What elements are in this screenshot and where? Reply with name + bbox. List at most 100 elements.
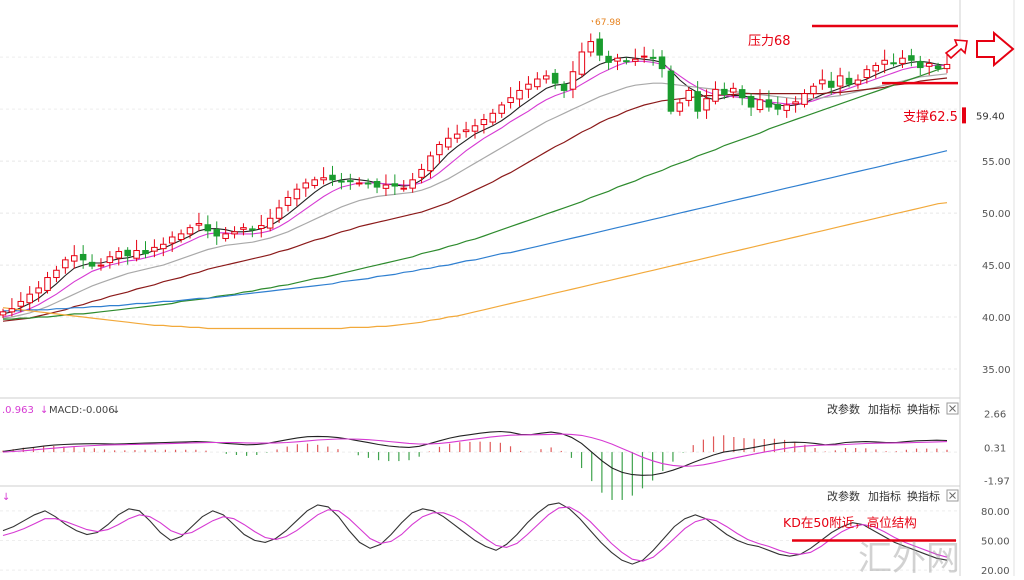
- candle: [409, 172, 416, 193]
- y-tick-label: 50.00: [982, 209, 1011, 220]
- macd-dif-line: [2, 430, 948, 476]
- kdj-close-icon[interactable]: [946, 489, 959, 502]
- ma-line-7: [2, 202, 948, 330]
- candle: [240, 223, 247, 236]
- candle: [596, 32, 603, 62]
- watermark-text: 汇外网: [858, 539, 960, 576]
- candle: [730, 82, 737, 99]
- candle: [373, 178, 381, 194]
- candle: [765, 90, 773, 112]
- candle: [418, 163, 425, 184]
- candle: [70, 245, 78, 269]
- candle: [569, 61, 577, 99]
- candle: [222, 227, 229, 242]
- candle: [605, 50, 612, 70]
- candle: [106, 251, 114, 269]
- candle: [890, 53, 897, 67]
- candle: [480, 113, 488, 134]
- candle: [632, 48, 639, 66]
- candle: [44, 271, 51, 294]
- grid-layer: [0, 56, 960, 370]
- candle: [774, 96, 782, 116]
- candle: [516, 81, 523, 107]
- candle: [160, 237, 167, 257]
- candle: [391, 174, 399, 196]
- candle: [427, 151, 434, 179]
- candle: [400, 180, 408, 192]
- candle: [302, 178, 310, 197]
- ma-line-5: [3, 67, 948, 320]
- candle: [364, 178, 372, 189]
- resistance-label: 压力68: [748, 34, 791, 49]
- candle: [694, 81, 701, 119]
- candle: [685, 87, 692, 107]
- candle: [142, 241, 149, 259]
- candle: [204, 215, 212, 239]
- candle: [534, 72, 541, 90]
- macd-tick-label: 0.31: [984, 444, 1006, 455]
- support-label: 支撑62.5: [903, 110, 958, 125]
- annotation-layer: [792, 24, 958, 542]
- candle: [8, 298, 16, 317]
- candle: [908, 48, 915, 67]
- candle: [62, 256, 69, 274]
- candle: [177, 229, 185, 243]
- candle: [836, 67, 844, 96]
- y-tick-label: 35.00: [982, 365, 1011, 376]
- candle: [382, 174, 390, 196]
- macd-add-indicator-button[interactable]: 加指标: [868, 402, 901, 416]
- ma-line-3: [2, 73, 948, 319]
- candle: [498, 101, 505, 118]
- kdj-tick-label: 80.00: [981, 507, 1010, 518]
- kdj-d-line: [2, 506, 948, 562]
- candle: [587, 33, 595, 57]
- candlestick-layer: [0, 20, 951, 319]
- candle: [17, 292, 25, 313]
- candle: [934, 62, 942, 72]
- candle: [79, 245, 87, 269]
- macd-layer: [0, 430, 960, 500]
- candle: [133, 239, 140, 262]
- candle: [231, 226, 238, 239]
- candle: [320, 167, 327, 185]
- candle: [560, 81, 568, 98]
- candle: [88, 254, 96, 270]
- candle: [258, 214, 265, 238]
- candle: [854, 74, 862, 89]
- candle: [792, 96, 799, 113]
- axis-label-layer: 35.00 40.00 45.00 50.00 55.00 59.40 2.66 0.31 -1…: [962, 107, 1011, 577]
- candle: [284, 190, 292, 212]
- kdj-add-indicator-button[interactable]: 加指标: [868, 489, 901, 503]
- candle: [712, 81, 719, 105]
- y-tick-label: 40.00: [982, 313, 1011, 324]
- last-price-marker: [962, 107, 966, 124]
- peak-marker-line: [591, 20, 594, 23]
- candle: [917, 55, 924, 76]
- candle: [355, 177, 363, 187]
- arrow-right-icon: [976, 30, 1015, 68]
- candle: [863, 65, 871, 84]
- candle: [943, 53, 951, 74]
- peak-price-label: 67.98: [595, 18, 621, 28]
- macd-dea-line: [2, 433, 948, 467]
- y-tick-label: 55.00: [982, 157, 1011, 168]
- macd-tick-label: 2.66: [984, 409, 1006, 420]
- candle: [721, 82, 728, 100]
- candle: [623, 57, 630, 65]
- macd-edit-params-button[interactable]: 改参数: [827, 402, 860, 416]
- candle: [747, 93, 755, 117]
- candle: [124, 247, 131, 265]
- candle: [756, 89, 764, 113]
- macd-switch-indicator-button[interactable]: 换指标: [907, 402, 940, 416]
- candle: [97, 258, 105, 271]
- candle: [872, 62, 880, 79]
- candle: [453, 124, 461, 143]
- kdj-switch-indicator-button[interactable]: 换指标: [907, 489, 940, 503]
- ma-line-4: [2, 77, 948, 322]
- kdj-edit-params-button[interactable]: 改参数: [827, 489, 860, 503]
- macd-close-icon[interactable]: [946, 402, 959, 415]
- macd-header-arrow-2: ↓: [112, 405, 120, 416]
- candle: [810, 83, 817, 99]
